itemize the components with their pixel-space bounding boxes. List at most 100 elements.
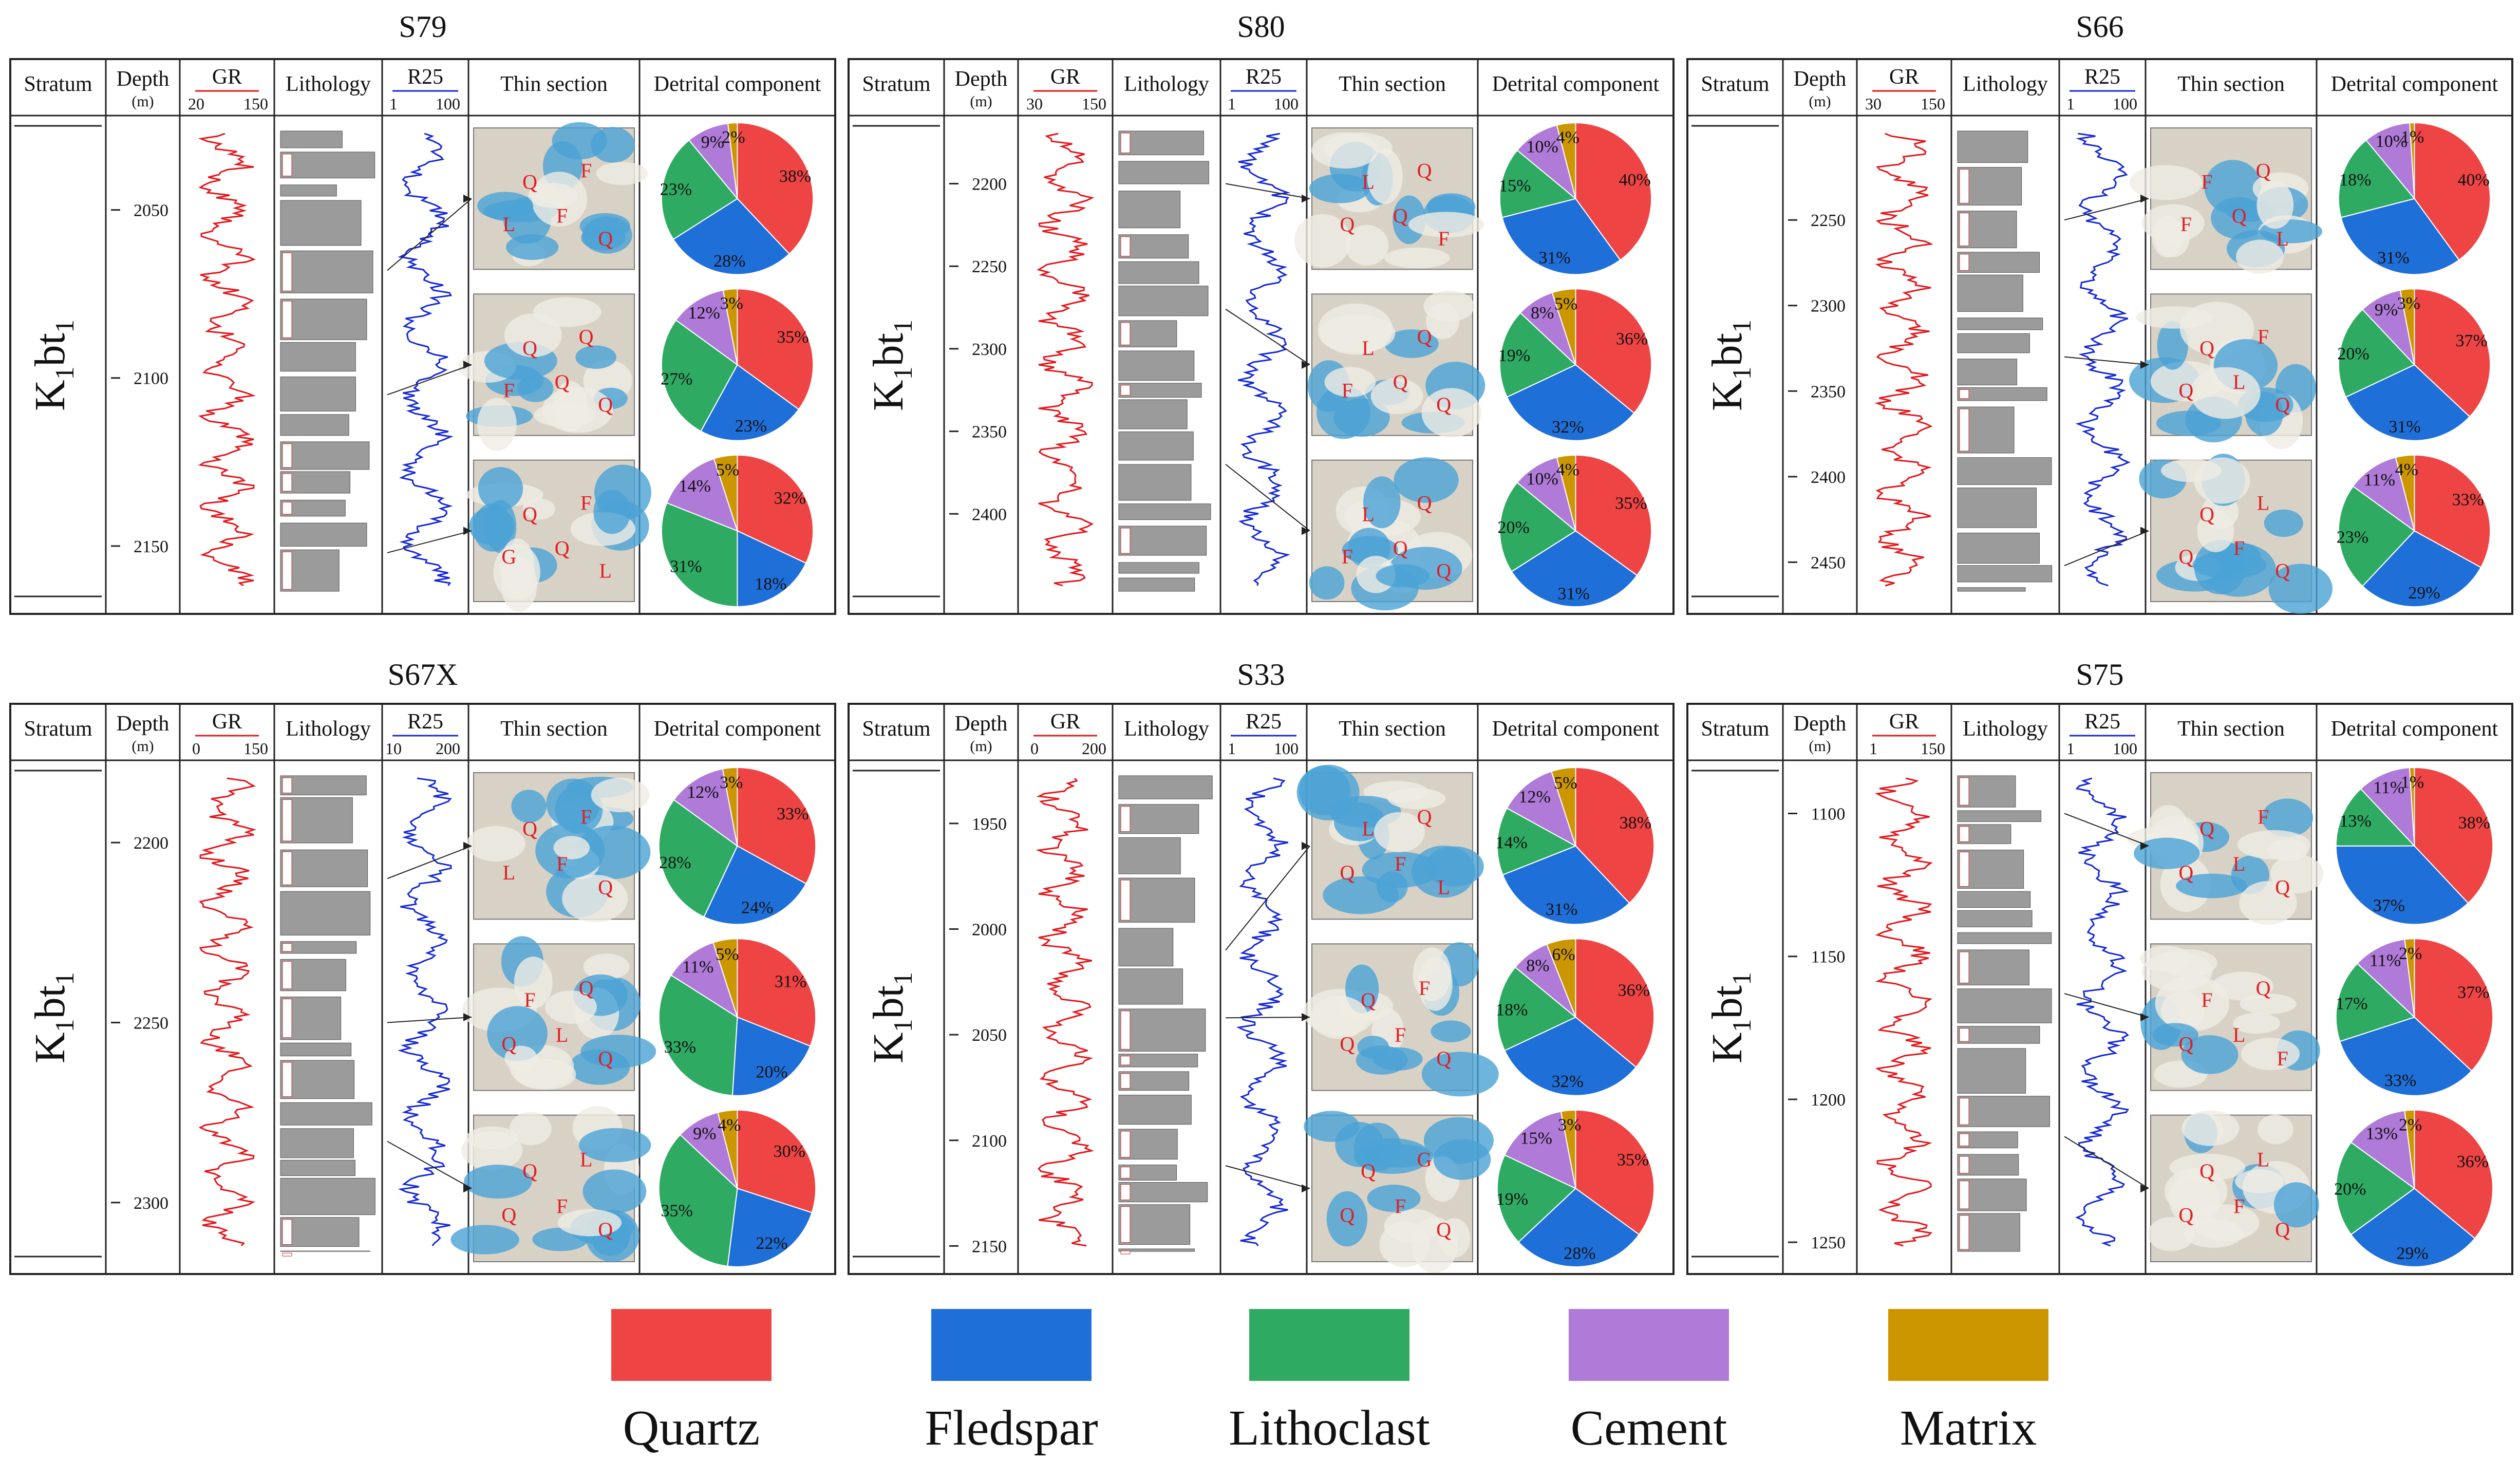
pie-slice-lithoclast bbox=[2335, 963, 2416, 1042]
lithology-block bbox=[1118, 399, 1188, 429]
lithology-block bbox=[1957, 457, 2052, 485]
lithology-block bbox=[280, 471, 350, 494]
r25-scale-min: 1 bbox=[389, 95, 398, 113]
pie-slice-lithoclast bbox=[1496, 807, 1577, 876]
lithology-marker bbox=[1959, 213, 1969, 247]
depth-tick-label: 2300 bbox=[134, 1194, 168, 1213]
lithology-marker bbox=[1120, 1010, 1131, 1050]
grain-label: F bbox=[2277, 1047, 2288, 1070]
pie-value-label: 40% bbox=[1619, 171, 1650, 190]
lithology-marker bbox=[1959, 1156, 1969, 1174]
pie-value-label: 18% bbox=[1496, 1000, 1528, 1019]
sample-arrow bbox=[2064, 198, 2149, 221]
grain-label: L bbox=[2257, 1148, 2269, 1171]
pie-slice-cement bbox=[2360, 767, 2415, 848]
r25-scale-max: 100 bbox=[1274, 739, 1299, 758]
pie-slice-cement bbox=[2356, 939, 2415, 1019]
lithology-marker bbox=[282, 154, 292, 177]
lithology-block bbox=[1957, 532, 2040, 564]
pie-value-label: 19% bbox=[1498, 346, 1530, 365]
depth-tick-label: 2350 bbox=[1811, 382, 1846, 401]
grain-label: Q bbox=[1340, 213, 1355, 236]
r25-curve bbox=[2075, 133, 2131, 587]
header-r25: R25 bbox=[1246, 710, 1282, 734]
depth-tick-label: 1150 bbox=[1811, 948, 1846, 967]
header-depth-unit: (m) bbox=[970, 93, 992, 110]
pie-value-label: 31% bbox=[775, 972, 806, 991]
pie-value-label: 36% bbox=[1616, 329, 1648, 348]
lithology-marker bbox=[282, 799, 292, 841]
pie-slice-lithoclast bbox=[661, 502, 738, 608]
thin-section-grain bbox=[463, 1165, 532, 1199]
pie-value-label: 40% bbox=[2457, 171, 2489, 190]
pie-value-label: 5% bbox=[1554, 774, 1577, 793]
grain-label: L bbox=[1362, 817, 1374, 840]
lithology-marker bbox=[1120, 1167, 1131, 1178]
r25-scale-max: 100 bbox=[2113, 739, 2137, 758]
grain-label: Q bbox=[2199, 502, 2214, 526]
sample-arrow bbox=[387, 530, 472, 553]
pie-value-label: 28% bbox=[659, 853, 691, 872]
lithology-block bbox=[280, 342, 356, 372]
header-stratum: Stratum bbox=[1701, 72, 1770, 96]
pie-value-label: 35% bbox=[1617, 1150, 1649, 1169]
gr-scale-max: 150 bbox=[1082, 95, 1106, 113]
pie-value-label: 29% bbox=[2408, 584, 2440, 603]
lithology-marker bbox=[282, 501, 292, 515]
grain-label: L bbox=[1437, 876, 1450, 899]
pie-value-label: 11% bbox=[682, 958, 713, 977]
sample-arrow bbox=[1225, 464, 1310, 532]
pie-slice-quartz bbox=[2414, 938, 2494, 1072]
grain-label: F bbox=[1395, 852, 1406, 875]
pie-value-label: 1% bbox=[2401, 773, 2424, 792]
grain-label: Q bbox=[2178, 545, 2193, 568]
thin-section-grain bbox=[504, 1045, 537, 1072]
thin-section-grain bbox=[2273, 1182, 2319, 1228]
pie-value-label: 2% bbox=[722, 128, 745, 147]
pie-value-label: 4% bbox=[718, 1116, 741, 1135]
r25-scale-min: 1 bbox=[1228, 95, 1236, 113]
grain-label: Q bbox=[1417, 806, 1432, 829]
header-gr: GR bbox=[212, 65, 242, 89]
pie-slice-feldspar bbox=[2345, 364, 2471, 441]
lithology-marker bbox=[282, 551, 292, 590]
header-gr: GR bbox=[1050, 710, 1080, 734]
gr-curve bbox=[1874, 133, 1934, 587]
thin-section-grain bbox=[562, 874, 628, 923]
header-depth-unit: (m) bbox=[1809, 738, 1831, 755]
grain-label: Q bbox=[1417, 159, 1432, 182]
lithology-marker bbox=[1120, 133, 1131, 154]
depth-tick-label: 2250 bbox=[1811, 211, 1846, 230]
grain-label: Q bbox=[2199, 336, 2214, 360]
pie-slice-feldspar bbox=[1517, 1188, 1640, 1267]
lithology-block bbox=[280, 1042, 352, 1057]
grain-label: Q bbox=[522, 1159, 537, 1183]
pie-slice-quartz bbox=[737, 454, 814, 564]
lithology-block bbox=[1957, 988, 2052, 1023]
gr-curve bbox=[198, 777, 257, 1246]
pie-slice-cement bbox=[673, 768, 738, 847]
thin-section-grain bbox=[1394, 457, 1459, 503]
thin-section-grain bbox=[2256, 181, 2294, 229]
sample-arrowhead bbox=[1302, 841, 1310, 850]
thin-section-grain bbox=[583, 953, 630, 980]
well-title: S67X bbox=[388, 658, 458, 691]
pie-value-label: 10% bbox=[1526, 470, 1558, 489]
thin-section-grain bbox=[1345, 225, 1389, 266]
lithology-marker bbox=[282, 1252, 292, 1257]
thin-section-grain bbox=[2270, 854, 2324, 894]
sample-arrow bbox=[1225, 308, 1310, 365]
pie-value-label: 37% bbox=[2373, 896, 2405, 915]
pie-slice-feldspar bbox=[2339, 1016, 2473, 1096]
gr-scale-max: 150 bbox=[1921, 739, 1945, 758]
lithology-block bbox=[280, 941, 357, 954]
r25-curve bbox=[1237, 133, 1291, 586]
lithology-block bbox=[1957, 252, 2040, 273]
panel-frame bbox=[9, 703, 836, 1275]
sample-arrowhead bbox=[1302, 1013, 1310, 1021]
lithology-block bbox=[1957, 333, 2030, 353]
lithology-marker bbox=[1959, 408, 1969, 452]
thin-section-grain bbox=[545, 990, 597, 1024]
grain-label: F bbox=[2233, 536, 2245, 559]
